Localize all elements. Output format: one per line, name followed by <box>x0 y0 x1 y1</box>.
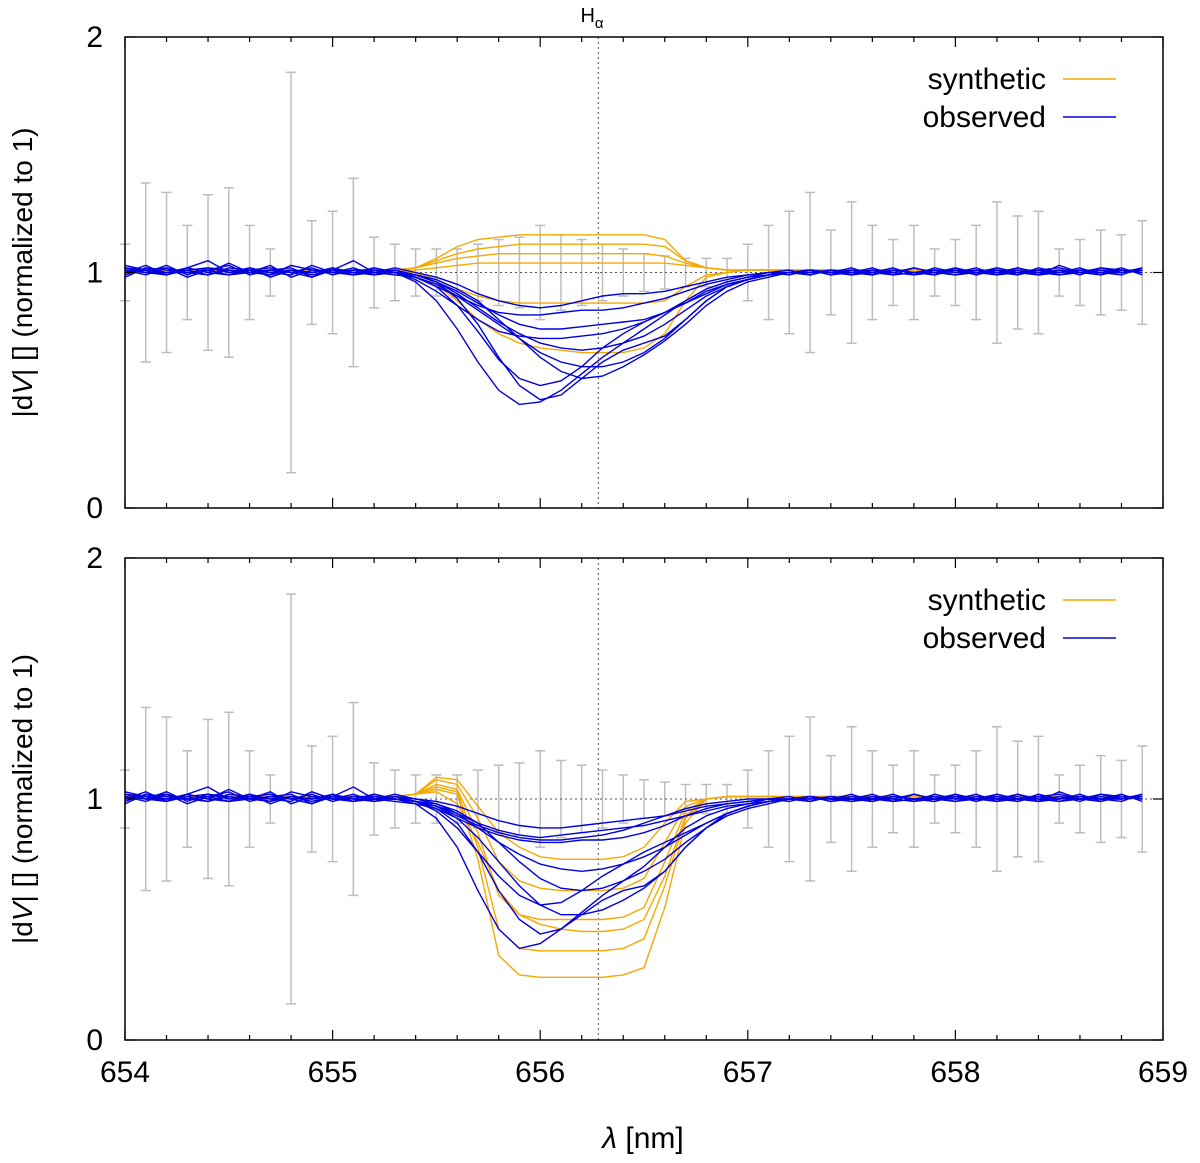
top-observed-line <box>124 264 1143 380</box>
h-alpha-label: Hα <box>580 5 603 32</box>
bottom-y-tick-label: 0 <box>86 1024 103 1057</box>
top-synthetic-line <box>125 234 1143 271</box>
top-observed-line <box>124 267 1143 368</box>
top-y-tick-label: 2 <box>86 21 103 54</box>
top-y-axis-label-suffix: | [] (normalized to 1) <box>7 127 38 375</box>
top-y-axis-label-prefix: |d <box>7 395 38 418</box>
bottom-observed-line <box>124 793 1143 906</box>
bottom-observed-line <box>124 793 1143 873</box>
bottom-y-axis-label-italic: V <box>7 900 38 921</box>
bottom-synthetic-line <box>125 791 1143 933</box>
x-axis-unit: [nm] <box>617 1122 684 1155</box>
h-alpha-main: H <box>580 5 594 27</box>
bottom-y-tick-label: 2 <box>86 542 103 575</box>
bottom-legend-label-observed: observed <box>923 622 1046 655</box>
bottom-x-tick-label: 659 <box>1138 1056 1188 1089</box>
top-legend-label-observed: observed <box>923 101 1046 134</box>
bottom-synthetic-line <box>125 776 1143 860</box>
top-observed-series <box>124 259 1143 406</box>
top-synthetic-line <box>125 252 1143 271</box>
bottom-x-tick-label: 657 <box>723 1056 773 1089</box>
top-observed-line <box>124 264 1143 401</box>
bottom-observed-line <box>124 791 1143 935</box>
top-y-tick-label: 1 <box>86 257 103 290</box>
bottom-y-axis-label-prefix: |d <box>7 921 38 944</box>
bottom-synthetic-series <box>125 776 1143 978</box>
panel-bottom: 654 655 656 657 658 659 0 1 2 |dV| [] (normalized… <box>7 542 1188 1089</box>
x-axis-label: λ [nm] <box>600 1122 683 1155</box>
bottom-observed-line <box>124 793 1143 916</box>
top-y-axis-label: |dV| [] (normalized to 1) <box>7 127 38 417</box>
bottom-y-tick-label: 1 <box>86 783 103 816</box>
top-observed-line <box>124 267 1143 351</box>
bottom-y-axis-label: |dV| [] (normalized to 1) <box>7 654 38 944</box>
bottom-x-tick-label: 654 <box>100 1056 150 1089</box>
top-legend-label-synthetic: synthetic <box>928 63 1046 96</box>
top-observed-line <box>124 264 1143 340</box>
bottom-observed-line <box>124 791 1143 892</box>
bottom-y-axis-label-suffix: | [] (normalized to 1) <box>7 654 38 902</box>
top-observed-line <box>124 267 1143 387</box>
x-axis-symbol: λ <box>600 1122 617 1155</box>
top-synthetic-line <box>125 243 1143 271</box>
bottom-observed-line <box>124 786 1143 839</box>
bottom-legend-label-synthetic: synthetic <box>928 584 1046 617</box>
bottom-synthetic-line <box>125 786 1143 952</box>
bottom-x-tick-label: 656 <box>515 1056 565 1089</box>
top-observed-line <box>124 262 1143 406</box>
bottom-x-tick-label: 658 <box>930 1056 980 1089</box>
h-alpha-subscript: α <box>595 15 604 32</box>
top-y-axis-label-italic: V <box>7 374 38 395</box>
top-y-tick-label: 0 <box>86 492 103 525</box>
panel-top: 0 1 2 |dV| [] (normalized to 1) synthetic obs… <box>7 21 1164 525</box>
bottom-observed-series <box>124 786 1143 950</box>
bottom-x-tick-label: 655 <box>308 1056 358 1089</box>
